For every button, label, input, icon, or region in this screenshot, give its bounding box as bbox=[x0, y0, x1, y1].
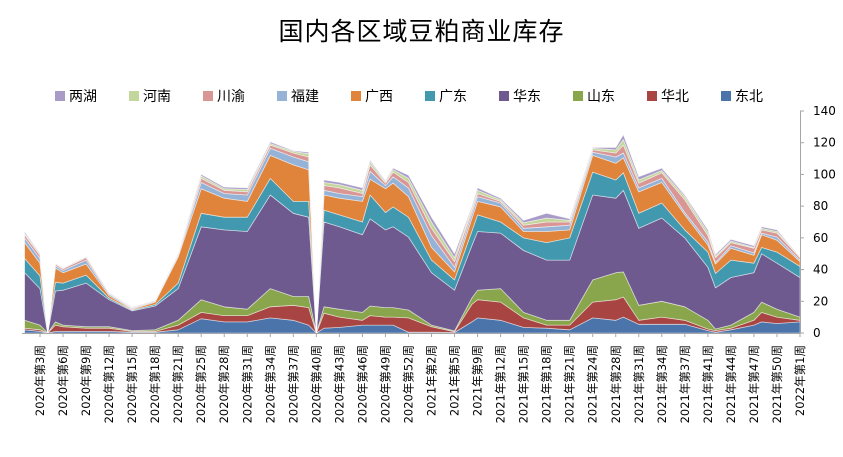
x-tick-label: 2020年第12周 bbox=[102, 345, 116, 423]
x-tick-label: 2021年第31周 bbox=[632, 345, 646, 423]
x-tick-label: 2022年第1周 bbox=[793, 345, 807, 416]
y-tick-label: 60 bbox=[813, 231, 828, 245]
x-tick-label: 2021年第24周 bbox=[586, 345, 600, 423]
y-tick-label: 40 bbox=[813, 263, 828, 277]
y-tick-label: 0 bbox=[813, 326, 821, 340]
y-tick-label: 140 bbox=[813, 104, 836, 118]
y-tick-label: 100 bbox=[813, 167, 836, 181]
legend-swatch bbox=[499, 91, 509, 101]
x-tick-label: 2020年第34周 bbox=[263, 345, 277, 423]
legend-item: 广西 bbox=[351, 86, 393, 106]
legend-swatch bbox=[55, 91, 65, 101]
legend-label: 福建 bbox=[291, 89, 319, 105]
legend-label: 广东 bbox=[439, 89, 467, 105]
x-tick-label: 2021年第41周 bbox=[701, 345, 715, 423]
x-tick-label: 2021年第12周 bbox=[494, 345, 508, 423]
x-tick-label: 2021年第5周 bbox=[448, 345, 462, 416]
series-两湖 bbox=[24, 134, 801, 334]
y-tick-label: 80 bbox=[813, 199, 828, 213]
x-tick-label: 2021年第34周 bbox=[655, 345, 669, 423]
x-tick-label: 2020年第52周 bbox=[401, 345, 415, 423]
y-tick-label: 20 bbox=[813, 294, 828, 308]
x-tick-label: 2021年第28周 bbox=[609, 345, 623, 423]
legend-item: 福建 bbox=[277, 86, 319, 106]
x-tick-label: 2021年第15周 bbox=[517, 345, 531, 423]
legend-label: 川渝 bbox=[217, 89, 245, 105]
legend-item: 华东 bbox=[499, 86, 541, 106]
x-tick-label: 2021年第37周 bbox=[678, 345, 692, 423]
x-tick-label: 2021年第44周 bbox=[724, 345, 738, 423]
legend-label: 山东 bbox=[587, 89, 615, 105]
legend-swatch bbox=[277, 91, 287, 101]
x-tick-label: 2020年第49周 bbox=[378, 345, 392, 423]
x-tick-label: 2021年第2周 bbox=[425, 345, 439, 416]
legend-item: 东北 bbox=[721, 86, 763, 106]
legend-item: 河南 bbox=[129, 86, 171, 106]
x-tick-label: 2020年第37周 bbox=[286, 345, 300, 423]
x-tick-label: 2021年第18周 bbox=[540, 345, 554, 423]
x-tick-label: 2021年第21周 bbox=[563, 345, 577, 423]
legend-swatch bbox=[203, 91, 213, 101]
legend-label: 两湖 bbox=[69, 89, 97, 105]
legend-item: 两湖 bbox=[55, 86, 97, 106]
x-tick-label: 2020年第46周 bbox=[355, 345, 369, 423]
y-tick-label: 120 bbox=[813, 136, 836, 150]
area-两湖 bbox=[24, 134, 801, 334]
legend-swatch bbox=[573, 91, 583, 101]
x-tick-label: 2021年第50周 bbox=[770, 345, 784, 423]
x-tick-label: 2021年第9周 bbox=[471, 345, 485, 416]
legend-label: 河南 bbox=[143, 89, 171, 105]
x-tick-label: 2020年第40周 bbox=[309, 345, 323, 423]
legend-item: 山东 bbox=[573, 86, 615, 106]
x-tick-label: 2020年第31周 bbox=[240, 345, 254, 423]
x-tick-label: 2020年第21周 bbox=[171, 345, 185, 423]
legend-label: 广西 bbox=[365, 89, 393, 105]
x-tick-label: 2021年第47周 bbox=[747, 345, 761, 423]
legend-swatch bbox=[351, 91, 361, 101]
legend-swatch bbox=[721, 91, 731, 101]
x-tick-label: 2020年第6周 bbox=[56, 345, 70, 416]
x-tick-label: 2020年第43周 bbox=[332, 345, 346, 423]
legend-swatch bbox=[425, 91, 435, 101]
x-tick-label: 2020年第18周 bbox=[148, 345, 162, 423]
legend-item: 川渝 bbox=[203, 86, 245, 106]
legend-label: 华东 bbox=[513, 89, 541, 105]
legend-label: 东北 bbox=[735, 89, 763, 105]
legend-swatch bbox=[129, 91, 139, 101]
x-tick-label: 2020年第9周 bbox=[79, 345, 93, 416]
x-tick-label: 2020年第15周 bbox=[125, 345, 139, 423]
legend-item: 广东 bbox=[425, 86, 467, 106]
legend-swatch bbox=[647, 91, 657, 101]
x-tick-label: 2020年第28周 bbox=[217, 345, 231, 423]
legend-label: 华北 bbox=[661, 89, 689, 105]
legend-item: 华北 bbox=[647, 86, 689, 106]
x-tick-label: 2020年第3周 bbox=[33, 345, 47, 416]
chart-title: 国内各区域豆粕商业库存 bbox=[278, 17, 565, 46]
x-tick-label: 2020年第25周 bbox=[194, 345, 208, 423]
